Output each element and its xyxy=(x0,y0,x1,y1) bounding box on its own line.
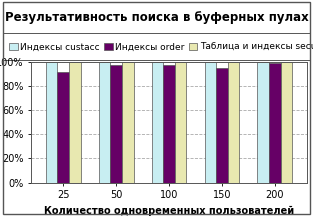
Bar xyxy=(122,62,134,183)
Legend: Индексы custacc, Индексы order, Таблица и индексы security: Индексы custacc, Индексы order, Таблица … xyxy=(8,41,313,53)
Bar xyxy=(175,62,187,183)
Bar xyxy=(216,68,228,183)
Bar xyxy=(110,65,122,183)
Bar xyxy=(228,62,239,183)
X-axis label: Количество одновременных пользователей: Количество одновременных пользователей xyxy=(44,206,294,216)
Bar xyxy=(269,63,281,183)
Bar xyxy=(151,62,163,183)
Bar xyxy=(46,62,57,183)
Bar xyxy=(57,72,69,183)
Bar xyxy=(281,62,292,183)
Bar xyxy=(69,62,80,183)
Bar xyxy=(258,62,269,183)
Bar xyxy=(163,65,175,183)
Text: Результативность поиска в буферных пулах: Результативность поиска в буферных пулах xyxy=(5,11,308,24)
Bar xyxy=(99,62,110,183)
Bar xyxy=(204,62,216,183)
